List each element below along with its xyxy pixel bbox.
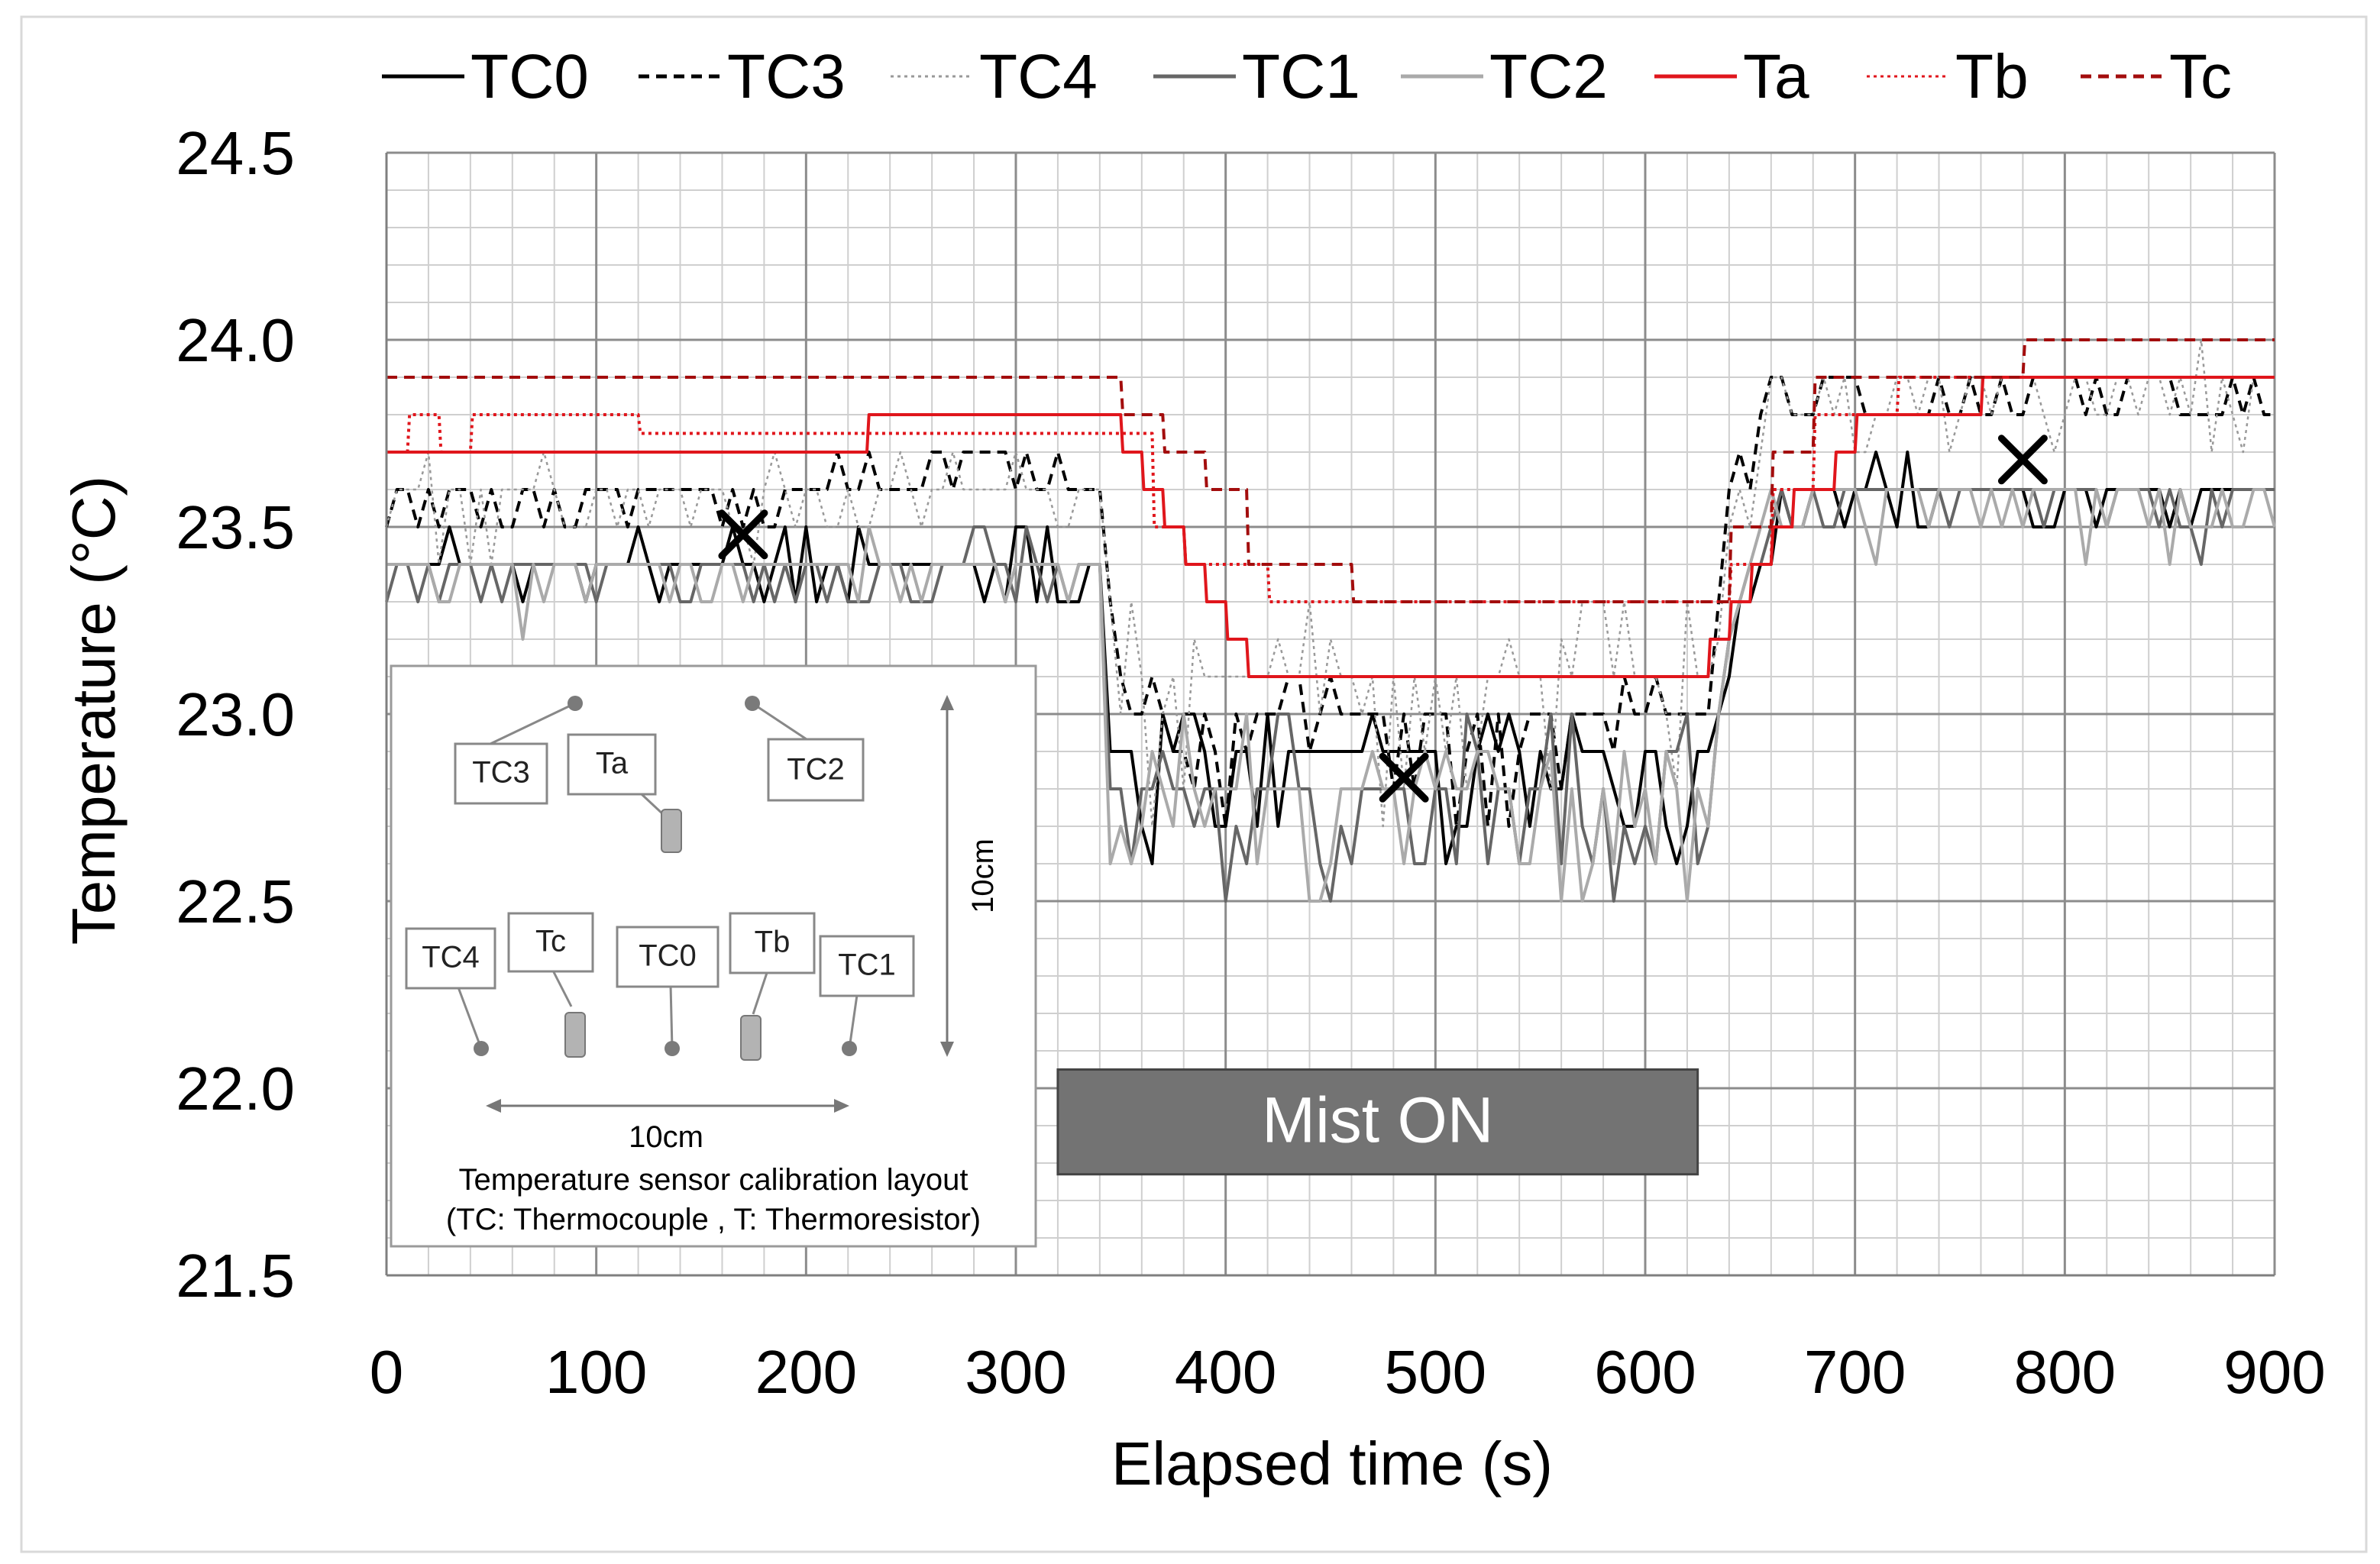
x-tick-label: 300 xyxy=(965,1338,1066,1406)
inset-height-dimension: 10cm xyxy=(940,695,1000,1057)
inset-tb-resistor xyxy=(740,1015,762,1061)
series-layer xyxy=(385,338,2276,903)
x-tick-label: 600 xyxy=(1594,1338,1696,1406)
legend-item-tc2: TC2 xyxy=(1401,42,1608,111)
inset-tc-resistor xyxy=(564,1012,586,1058)
mist-on-label: Mist ON xyxy=(1262,1084,1493,1155)
x-tick-label: 700 xyxy=(1804,1338,1906,1406)
svg-text:TC4: TC4 xyxy=(422,941,480,974)
svg-text:TC0: TC0 xyxy=(639,939,697,973)
legend-item-tc0: TC0 xyxy=(382,42,589,111)
inset-leader-tc3 xyxy=(490,702,576,745)
svg-text:TC2: TC2 xyxy=(787,753,845,787)
legend-label: TC4 xyxy=(979,42,1098,111)
legend-label: TC0 xyxy=(471,42,589,111)
y-tick-label: 21.5 xyxy=(176,1242,295,1310)
svg-text:Ta: Ta xyxy=(596,747,629,780)
inset-tc4-dot xyxy=(474,1041,489,1056)
series-ta xyxy=(386,376,2275,678)
inset-label-tc3: TC3 xyxy=(454,742,548,805)
inset-label-tc1: TC1 xyxy=(819,935,915,997)
inset-leader-tc1 xyxy=(848,994,859,1049)
series-tc2 xyxy=(386,488,2276,903)
inset-leader-tb xyxy=(752,972,768,1015)
legend-item-tc3: TC3 xyxy=(639,42,846,111)
svg-text:TC1: TC1 xyxy=(838,948,896,982)
mist-on-bar xyxy=(1056,1068,1699,1176)
x-tick-label: 800 xyxy=(2014,1338,2116,1406)
inset-label-tc: Tc xyxy=(507,912,594,973)
inset-leader-tc4 xyxy=(457,987,483,1049)
inset-leader-tc xyxy=(551,970,573,1007)
inset-ta-resistor xyxy=(661,809,682,853)
y-tick-label: 23.5 xyxy=(176,493,295,561)
svg-text:TC3: TC3 xyxy=(472,756,530,790)
legend-label: Tc xyxy=(2169,42,2232,111)
inset-label-tc2: TC2 xyxy=(767,738,865,802)
legend-label: Tb xyxy=(1955,42,2029,111)
legend-label: TC3 xyxy=(727,42,846,111)
series-tc xyxy=(386,338,2275,603)
legend-item-tc4: TC4 xyxy=(891,42,1098,111)
x-axis-ticks: 0 100 200 300 400 500 600 700 800 900 xyxy=(370,1338,2326,1406)
inset-label-tc4: TC4 xyxy=(405,927,496,990)
y-tick-label: 24.0 xyxy=(176,306,295,374)
inset-leader-ta xyxy=(640,793,666,817)
x-tick-label: 500 xyxy=(1385,1338,1486,1406)
legend: TC0 TC3 TC4 TC1 TC2 Ta Tb Tc xyxy=(382,42,2232,111)
inset-label-tc0: TC0 xyxy=(616,926,719,988)
inset-label-tb: Tb xyxy=(729,912,816,974)
legend-item-tc: Tc xyxy=(2081,42,2232,111)
legend-item-tc1: TC1 xyxy=(1153,42,1360,111)
inset-width-label: 10cm xyxy=(629,1120,703,1154)
legend-label: TC1 xyxy=(1242,42,1360,111)
legend-label: TC2 xyxy=(1489,42,1608,111)
inset-caption-legend: (TC: Thermocouple , T: Thermoresistor) xyxy=(446,1203,981,1236)
y-tick-label: 24.5 xyxy=(176,119,295,187)
marker-layer xyxy=(718,435,2048,803)
inset-tc1-dot xyxy=(842,1041,857,1056)
inset-height-label: 10cm xyxy=(966,839,1000,913)
legend-item-tb: Tb xyxy=(1867,42,2029,111)
inset-leader-tc0 xyxy=(669,984,674,1049)
x-tick-label: 100 xyxy=(545,1338,647,1406)
x-axis-label: Elapsed time (s) xyxy=(1111,1430,1553,1498)
series-tb xyxy=(386,376,2275,603)
inset-width-dimension: 10cm xyxy=(486,1099,849,1154)
y-tick-label: 22.5 xyxy=(176,868,295,935)
y-tick-label: 22.0 xyxy=(176,1055,295,1123)
y-axis-ticks: 24.5 24.0 23.5 23.0 22.5 22.0 21.5 xyxy=(176,119,295,1310)
sensor-layout-inset: TC3 Ta TC2 TC4 Tc TC0 Tb TC1 xyxy=(390,664,1037,1248)
x-marker-1 xyxy=(718,509,768,560)
mist-on-annotation: Mist ON xyxy=(1056,1068,1699,1176)
x-marker-3 xyxy=(1997,435,2048,485)
inset-label-ta: Ta xyxy=(567,733,657,796)
x-marker-2 xyxy=(1379,752,1429,803)
svg-text:Tc: Tc xyxy=(535,925,566,958)
inset-caption-title: Temperature sensor calibration layout xyxy=(458,1163,968,1197)
inset-leader-tc2 xyxy=(752,702,814,745)
x-tick-label: 900 xyxy=(2223,1338,2325,1406)
svg-text:Tb: Tb xyxy=(755,926,791,959)
y-tick-label: 23.0 xyxy=(176,680,295,748)
legend-item-ta: Ta xyxy=(1654,42,1809,111)
legend-label: Ta xyxy=(1743,42,1809,111)
inset-tc0-dot xyxy=(665,1041,680,1056)
y-axis-label: Temperature (°C) xyxy=(60,476,128,945)
inset-tc3-dot xyxy=(568,696,583,711)
inset-tc2-dot xyxy=(745,696,760,711)
x-tick-label: 400 xyxy=(1175,1338,1276,1406)
x-tick-label: 0 xyxy=(370,1338,404,1406)
x-tick-label: 200 xyxy=(755,1338,857,1406)
